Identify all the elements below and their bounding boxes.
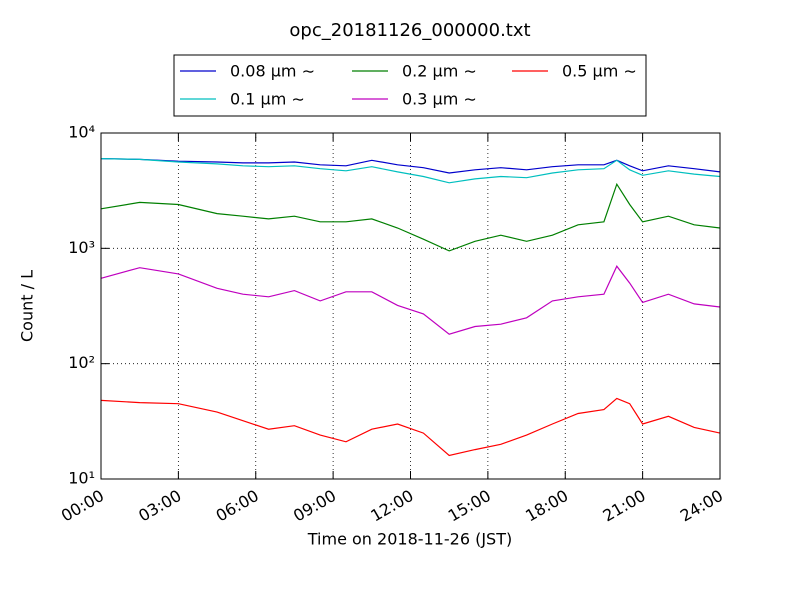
series-line <box>100 158 721 184</box>
y-tick-label: 10⁴ <box>68 123 95 142</box>
legend-label: 0.08 μm ∼ <box>230 62 315 81</box>
legend-label: 0.1 μm ∼ <box>230 90 305 109</box>
y-tick-label: 10³ <box>68 238 95 257</box>
series-line <box>100 397 721 457</box>
plot-frame <box>100 132 721 480</box>
legend-box <box>173 54 647 117</box>
y-axis-label: Count / L <box>18 270 37 342</box>
series-line <box>100 182 721 252</box>
series-line <box>100 265 721 335</box>
chart-title: opc_20181126_000000.txt <box>289 20 530 41</box>
y-tick-label: 10² <box>68 353 95 372</box>
legend-label: 0.5 μm ∼ <box>562 62 637 81</box>
legend-label: 0.2 μm ∼ <box>402 62 477 81</box>
x-axis-label: Time on 2018-11-26 (JST) <box>307 530 512 549</box>
y-tick-label: 10¹ <box>68 469 95 488</box>
legend-label: 0.3 μm ∼ <box>402 90 477 109</box>
series-line <box>100 158 721 174</box>
